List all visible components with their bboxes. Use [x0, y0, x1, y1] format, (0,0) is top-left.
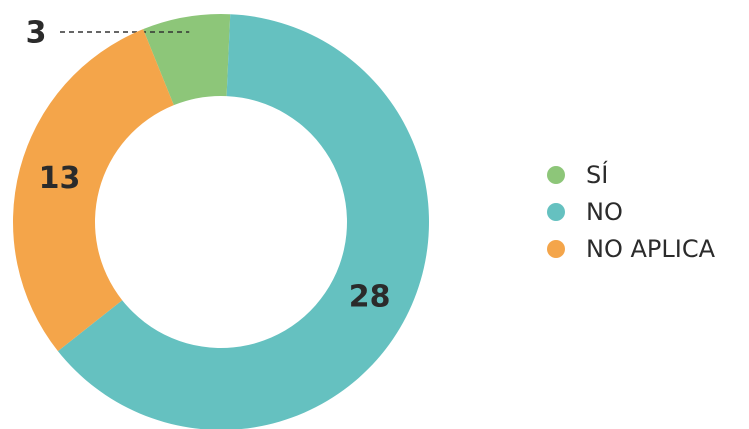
- legend-label: NO: [586, 198, 623, 226]
- legend-marker: [547, 203, 565, 221]
- donut-segment: [143, 14, 231, 106]
- legend-marker: [547, 166, 565, 184]
- data-label: 3: [26, 16, 47, 51]
- donut-segment: [12, 29, 174, 352]
- data-label: 13: [39, 161, 81, 196]
- legend-label: SÍ: [586, 160, 608, 189]
- legend-marker: [547, 240, 565, 258]
- legend-label: NO APLICA: [586, 235, 716, 263]
- donut-segment: [57, 14, 429, 429]
- data-label: 28: [349, 280, 391, 315]
